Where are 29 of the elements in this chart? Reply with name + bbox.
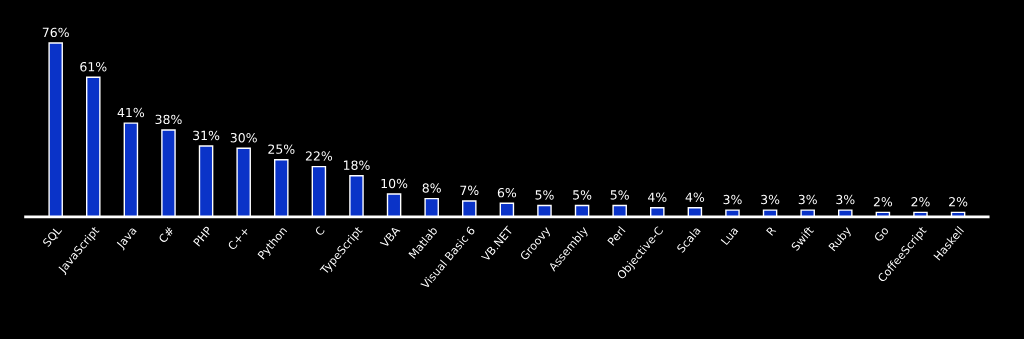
data-label: 2%	[911, 197, 930, 207]
data-label: 5%	[535, 190, 554, 200]
data-label: 30%	[230, 132, 257, 143]
data-label: 5%	[610, 190, 629, 200]
data-label: 3%	[798, 194, 817, 205]
x-tick-label: VBA	[379, 225, 401, 249]
x-tick-label: R	[766, 225, 777, 236]
data-label: 4%	[647, 192, 667, 202]
data-label: 10%	[381, 178, 408, 189]
data-label: 5%	[573, 190, 592, 200]
data-label: 4%	[685, 192, 705, 202]
data-label: 41%	[117, 107, 145, 118]
data-label: 3%	[723, 194, 742, 205]
data-label: 2%	[873, 197, 893, 207]
data-label: 3%	[836, 194, 855, 205]
data-label: 2%	[949, 197, 968, 207]
data-label: 7%	[460, 185, 479, 196]
data-label: 76%	[42, 27, 69, 38]
data-label: 38%	[155, 114, 182, 125]
data-label: 25%	[268, 144, 295, 154]
data-label: 3%	[761, 194, 780, 205]
data-label: 8%	[422, 183, 441, 193]
x-tick-label: Lua	[720, 226, 739, 246]
data-label: 22%	[305, 151, 333, 161]
x-tick-label: C#	[158, 226, 175, 244]
data-label: 31%	[193, 130, 220, 141]
data-label: 18%	[343, 160, 370, 170]
data-label: 61%	[80, 62, 107, 72]
data-label: 6%	[497, 187, 517, 198]
